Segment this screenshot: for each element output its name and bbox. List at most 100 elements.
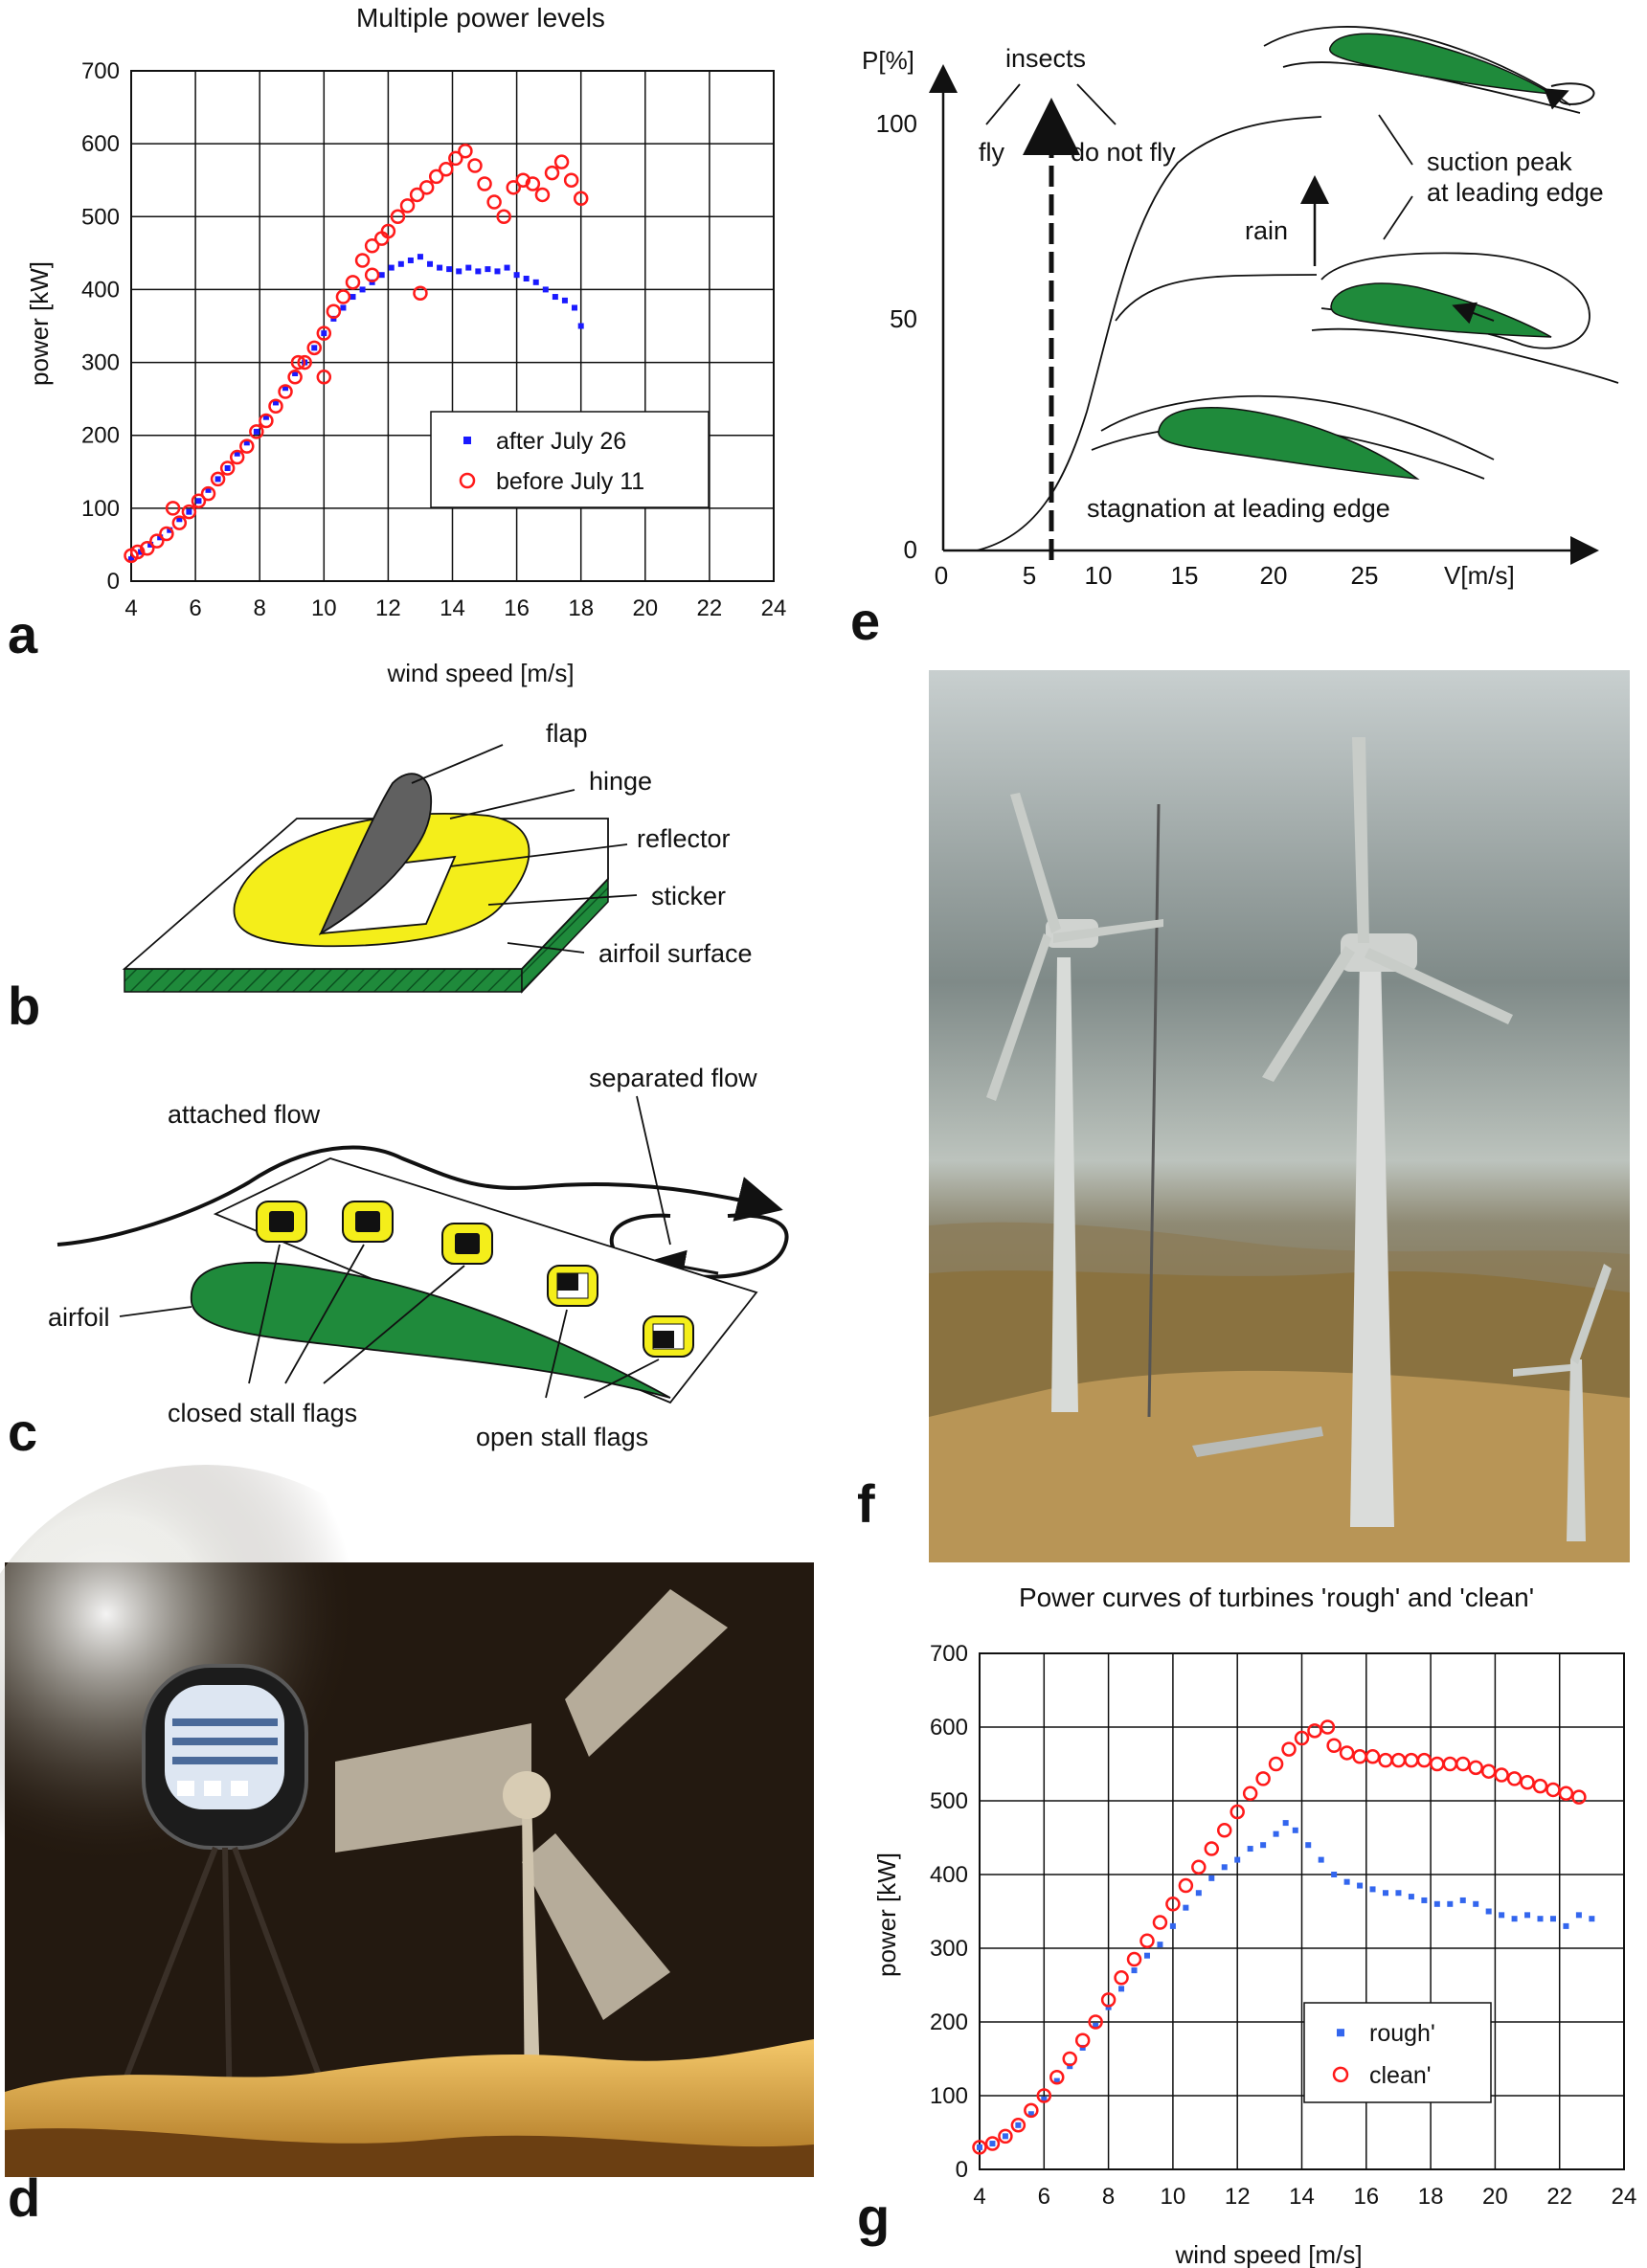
chart-g-point [1234, 1856, 1241, 1863]
chart-g-point [1430, 1756, 1445, 1772]
chart-a-xtick-label: 20 [632, 595, 658, 621]
chart-a-xtick-label: 10 [311, 595, 337, 621]
chart-a-point [418, 180, 435, 195]
chart-a-point [552, 294, 558, 301]
chart-a-point [129, 544, 146, 560]
c-flag-2 [342, 1201, 394, 1243]
chart-a-plot: 4 6 8 10 12 14 16 18 20 22 24 0 100 200 300 400 500 600 70… [81, 58, 786, 621]
f-turbine-1 [986, 793, 1163, 1412]
chart-a-point [364, 267, 380, 282]
e-label-rain: rain [1245, 216, 1288, 245]
chart-a-point [354, 253, 371, 268]
chart-g-point [1537, 1916, 1544, 1922]
c-label-open: open stall flags [476, 1423, 648, 1451]
chart-a-point [140, 540, 155, 556]
chart-g-point [1343, 1878, 1350, 1885]
chart-a-xtick-label: 4 [124, 595, 137, 621]
chart-g-point [1131, 1967, 1138, 1974]
d-lamp [112, 1664, 333, 2117]
chart-g-point [1459, 1897, 1466, 1903]
chart-a-point [306, 340, 322, 356]
chart-g-legend-marker [1332, 2066, 1349, 2083]
e-y-axis-label: P[%] [862, 46, 914, 75]
chart-a-point [335, 289, 351, 304]
chart-a-point [439, 162, 454, 177]
chart-g-point [1024, 2102, 1039, 2119]
chart-a-point [229, 449, 245, 465]
e-label-do-not-fly: do not fly [1071, 138, 1176, 167]
e-curve-rough [1115, 274, 1318, 322]
chart-g-point [1053, 2077, 1060, 2084]
chart-g-point [1208, 1875, 1215, 1881]
chart-a-point [563, 172, 579, 188]
e-ytick-0: 0 [904, 535, 917, 564]
chart-g-point [1589, 1916, 1595, 1922]
b-label-flap: flap [546, 719, 588, 748]
chart-g-point [1139, 1933, 1155, 1949]
e-xtick-25: 25 [1351, 561, 1379, 590]
chart-a-point [523, 276, 530, 282]
chart-a-point [378, 272, 385, 279]
chart-g-point [1511, 1916, 1518, 1922]
chart-g-point [1165, 1897, 1181, 1912]
chart-g-point [1010, 2118, 1027, 2133]
chart-g-legend: rough' clean' [1303, 2002, 1492, 2103]
chart-a-point [176, 516, 183, 523]
chart-g-point [1230, 1804, 1245, 1820]
chart-g-point [1114, 1970, 1129, 1986]
chart-g-xtick-label: 12 [1225, 2184, 1251, 2210]
chart-g-point [1027, 2111, 1034, 2118]
chart-g-point [1281, 1741, 1297, 1757]
chart-a-legend-label: after July 26 [496, 428, 626, 455]
chart-g-ytick-label: 500 [930, 1788, 968, 1814]
chart-g-point [1100, 1992, 1117, 2008]
chart-a-point [326, 303, 342, 320]
chart-a-frame [130, 70, 775, 582]
e-xtick-10: 10 [1085, 561, 1113, 590]
chart-g-point [1178, 1877, 1194, 1894]
chart-g-point [1352, 1749, 1367, 1764]
chart-a-point [506, 180, 521, 195]
e-xtick-5: 5 [1023, 561, 1036, 590]
chart-a-ytick-label: 0 [107, 569, 120, 595]
chart-g-point [1282, 1820, 1289, 1827]
chart-g-point [1421, 1897, 1428, 1903]
chart-g-point [1049, 2070, 1065, 2085]
chart-g-plot: 4 6 8 10 12 14 16 18 20 22 24 0 100 200 300 400 500 600 70… [930, 1641, 1636, 2210]
chart-g-ytick-label: 300 [930, 1936, 968, 1962]
chart-a-ytick-label: 400 [81, 277, 120, 303]
chart-g-point [1204, 1841, 1220, 1856]
chart-a-legend-marker [463, 437, 471, 444]
chart-a-point [272, 399, 279, 406]
chart-g-point [1143, 1952, 1150, 1959]
c-label-separated: separated flow [589, 1064, 757, 1092]
chart-a-point [234, 450, 240, 457]
chart-a-point [311, 345, 318, 351]
chart-a-point [181, 504, 197, 520]
chart-g-ytick-label: 600 [930, 1715, 968, 1740]
f-turbine-2 [1262, 737, 1513, 1527]
chart-a-point [340, 304, 347, 311]
chart-g-point [1191, 1859, 1207, 1875]
chart-a-point [200, 485, 216, 502]
chart-g-xtick-label: 22 [1546, 2184, 1572, 2210]
chart-g-point [1062, 2051, 1077, 2067]
chart-g-ytick-label: 700 [930, 1641, 968, 1667]
chart-g-point [1247, 1846, 1253, 1853]
chart-a-xtick-label: 6 [189, 595, 201, 621]
chart-a-point [292, 370, 299, 376]
chart-a-point [413, 285, 428, 301]
chart-a-point [534, 187, 551, 203]
chart-g-point [1365, 1749, 1381, 1764]
chart-a-point [485, 266, 491, 273]
chart-g-point [1339, 1745, 1355, 1761]
chart-a-point [316, 370, 332, 385]
chart-g-ytick-label: 400 [930, 1862, 968, 1888]
c-airfoil [191, 1261, 671, 1399]
chart-a-ytick-label: 100 [81, 496, 120, 522]
chart-a-point [316, 326, 332, 341]
chart-g-xtick-label: 20 [1482, 2184, 1508, 2210]
chart-g-xtick-label: 14 [1289, 2184, 1315, 2210]
chart-a-point [350, 294, 356, 301]
chart-a-series-1 [124, 144, 589, 564]
